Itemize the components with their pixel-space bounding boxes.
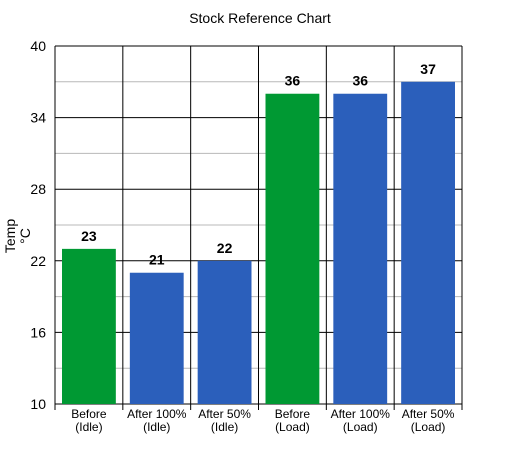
x-tick-group: Before (Idle) After 100% (Idle) After 50% (Id… — [71, 407, 455, 434]
bar-group — [62, 81, 455, 405]
y-tick-label: 34 — [30, 110, 46, 126]
y-tick-group: 10 16 22 28 34 40 — [30, 38, 46, 412]
data-label: 22 — [217, 240, 233, 256]
data-label-group: 23 21 22 36 36 37 — [81, 61, 436, 268]
x-tick-label: Before (Load) — [275, 407, 311, 434]
x-tick-label: Before (Idle) — [71, 407, 107, 434]
data-label: 21 — [149, 252, 165, 268]
bar — [62, 248, 116, 404]
data-label: 36 — [285, 73, 301, 89]
grid-lines — [54, 45, 463, 410]
data-label: 36 — [352, 73, 368, 89]
x-tick-label: After 50% (Idle) — [198, 407, 251, 434]
bar — [401, 81, 455, 405]
bar — [265, 93, 320, 404]
y-axis-label-line2: °C — [17, 228, 33, 244]
y-tick-label: 40 — [30, 38, 46, 54]
bar — [333, 93, 388, 404]
y-tick-label: 28 — [30, 181, 46, 197]
chart-title: Stock Reference Chart — [189, 10, 331, 26]
y-tick-label: 10 — [30, 396, 46, 412]
data-label: 23 — [81, 228, 97, 244]
y-tick-label: 16 — [30, 324, 46, 340]
x-tick-label: After 100% (Idle) — [127, 407, 187, 434]
bar — [197, 260, 252, 404]
x-tick-label: After 100% (Load) — [331, 407, 391, 434]
data-label: 37 — [420, 61, 436, 77]
x-tick-label: After 50% (Load) — [402, 407, 455, 434]
y-tick-label: 22 — [30, 253, 46, 269]
y-axis-label-line1: Temp — [2, 219, 18, 253]
bar — [129, 272, 184, 404]
